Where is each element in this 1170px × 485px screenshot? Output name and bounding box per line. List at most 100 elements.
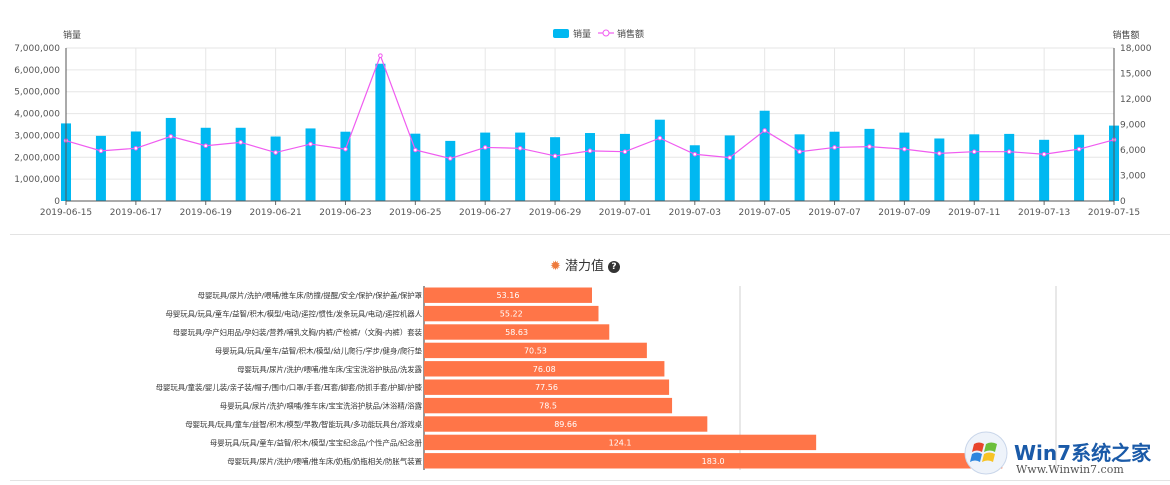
sales-bar[interactable] <box>619 133 630 201</box>
y-left-tick-label: 3,000,000 <box>14 131 60 141</box>
sales-bar[interactable] <box>899 132 910 201</box>
sales-amount-point[interactable] <box>587 148 593 154</box>
sales-bar[interactable] <box>515 132 526 201</box>
y-left-tick-label: 4,000,000 <box>14 110 60 120</box>
sales-amount-point[interactable] <box>1041 151 1047 157</box>
category-label: 母婴玩具/玩具/童车/益智/积木/模型/幼儿爬行/学步/健身/爬行垫 <box>215 346 423 355</box>
potential-bars[interactable]: 53.16 55.22 58.63 70.53 76.08 77.56 78.5 89.66 1… <box>424 287 1003 469</box>
sales-amount-point[interactable] <box>482 145 488 150</box>
x-tick-label: 2019-06-15 <box>40 208 92 218</box>
potential-bar[interactable] <box>424 397 673 414</box>
sales-amount-point[interactable] <box>971 149 977 154</box>
sales-amount-point[interactable] <box>413 147 418 153</box>
sales-bar[interactable] <box>654 119 665 201</box>
potential-bar[interactable] <box>424 379 670 395</box>
sales-amount-point[interactable] <box>867 144 872 149</box>
sales-bar[interactable] <box>969 134 980 201</box>
watermark-url: Www.Winwin7.com <box>1016 463 1124 476</box>
sales-amount-point[interactable] <box>832 145 837 150</box>
potential-value-label: 53.16 <box>497 291 520 300</box>
sales-amount-point[interactable] <box>378 53 383 58</box>
legend-label-sales-volume[interactable]: 销量 <box>573 28 591 40</box>
potential-bar[interactable] <box>424 287 592 303</box>
bottom-divider <box>10 480 1170 481</box>
potential-bar[interactable] <box>424 305 599 322</box>
sales-bar[interactable] <box>95 135 106 201</box>
y-right-tick-label: 12,000 <box>1120 95 1152 105</box>
sales-bar[interactable] <box>165 117 176 201</box>
y-left-tick-label: 7,000,000 <box>14 44 60 54</box>
sales-bar[interactable] <box>375 63 386 201</box>
sales-amount-point[interactable] <box>552 153 558 159</box>
potential-bar[interactable] <box>424 342 647 359</box>
sales-bar[interactable] <box>235 127 246 201</box>
y-left-tick-label: 1,000,000 <box>14 175 60 185</box>
sales-bar[interactable] <box>829 131 840 201</box>
y-left-axis-label: 销量 <box>63 29 81 41</box>
potential-bar[interactable] <box>424 416 708 432</box>
legend-bar-swatch[interactable] <box>553 29 569 38</box>
category-labels: 母婴玩具/尿片/洗护/喂哺/推车床/防撞/提醒/安全/保护/保护盖/保护罩母婴玩… <box>156 291 423 466</box>
x-tick-label: 2019-07-05 <box>739 208 791 218</box>
sales-bar[interactable] <box>1004 133 1015 201</box>
sales-bar[interactable] <box>410 133 421 201</box>
sales-amount-point[interactable] <box>797 149 802 154</box>
sales-amount-point[interactable] <box>1076 146 1082 152</box>
sales-amount-point[interactable] <box>517 146 523 151</box>
sales-amount-point[interactable] <box>133 146 139 151</box>
y-left-tick-label: 0 <box>54 197 60 207</box>
sales-bar[interactable] <box>340 131 351 201</box>
bar-series-sales-volume[interactable] <box>61 63 1119 201</box>
sales-amount-point[interactable] <box>657 135 663 141</box>
sales-bar[interactable] <box>200 127 211 201</box>
question-icon[interactable]: ? <box>607 261 620 273</box>
legend-line-marker[interactable] <box>602 29 610 37</box>
sales-amount-point[interactable] <box>937 151 942 156</box>
sales-amount-point[interactable] <box>308 141 313 147</box>
sales-amount-point[interactable] <box>692 151 698 157</box>
sales-bar[interactable] <box>1074 134 1085 201</box>
sales-bar[interactable] <box>550 137 561 201</box>
category-label: 母婴玩具/尿片/洗护/喂哺/推车床/奶瓶/奶瓶相关/防胀气装置 <box>227 457 422 466</box>
sales-amount-point[interactable] <box>762 128 767 133</box>
category-label: 母婴玩具/玩具/童车/益智/积木/模型/电动/遥控/惯性/发条玩具/电动/遥控机… <box>165 310 422 319</box>
sales-bar[interactable] <box>480 132 491 201</box>
y-right-tick-label: 9,000 <box>1120 121 1146 131</box>
sales-bar[interactable] <box>759 110 770 201</box>
y-right-tick-label: 0 <box>1120 197 1126 207</box>
sales-bar[interactable] <box>1039 139 1050 201</box>
sales-amount-point[interactable] <box>622 149 628 154</box>
sales-bar[interactable] <box>864 128 875 201</box>
sales-amount-point[interactable] <box>727 155 733 160</box>
sales-amount-point[interactable] <box>238 140 243 145</box>
x-tick-label: 2019-06-19 <box>180 208 233 218</box>
y-left-tick-label: 2,000,000 <box>14 153 60 163</box>
sales-amount-point[interactable] <box>1006 149 1012 154</box>
sales-amount-point[interactable] <box>273 150 278 155</box>
sales-bar[interactable] <box>130 131 141 201</box>
sales-bar[interactable] <box>445 140 456 201</box>
sales-bar[interactable] <box>585 133 595 201</box>
category-label: 母婴玩具/尿片/洗护/喂哺/推车床/宝宝洗浴护肤品/沐浴精/浴露 <box>220 402 423 411</box>
potential-bar[interactable] <box>424 361 665 377</box>
sales-bar[interactable] <box>724 135 735 201</box>
sales-amount-point[interactable] <box>98 148 104 154</box>
sales-bar[interactable] <box>934 138 945 201</box>
x-tick-label: 2019-07-15 <box>1088 208 1140 218</box>
potential-title: ✹ 潜力值? <box>0 255 1170 274</box>
sales-bar[interactable] <box>794 134 805 201</box>
sales-amount-point[interactable] <box>902 146 907 152</box>
sales-amount-point[interactable] <box>203 143 209 149</box>
sales-amount-point[interactable] <box>343 146 348 152</box>
potential-bar[interactable] <box>424 434 817 451</box>
potential-bar[interactable] <box>424 324 610 340</box>
sales-amount-point[interactable] <box>168 134 174 139</box>
legend-label-sales-amount[interactable]: 销售额 <box>617 28 644 40</box>
sales-amount-point[interactable] <box>447 156 453 161</box>
legend[interactable]: 销量 销售额 <box>553 28 644 40</box>
line-series-sales-amount[interactable] <box>63 53 1117 161</box>
potential-bar[interactable] <box>424 453 1003 469</box>
sales-bar[interactable] <box>270 136 281 201</box>
sales-bar[interactable] <box>305 128 316 201</box>
sales-bar[interactable] <box>689 145 700 201</box>
